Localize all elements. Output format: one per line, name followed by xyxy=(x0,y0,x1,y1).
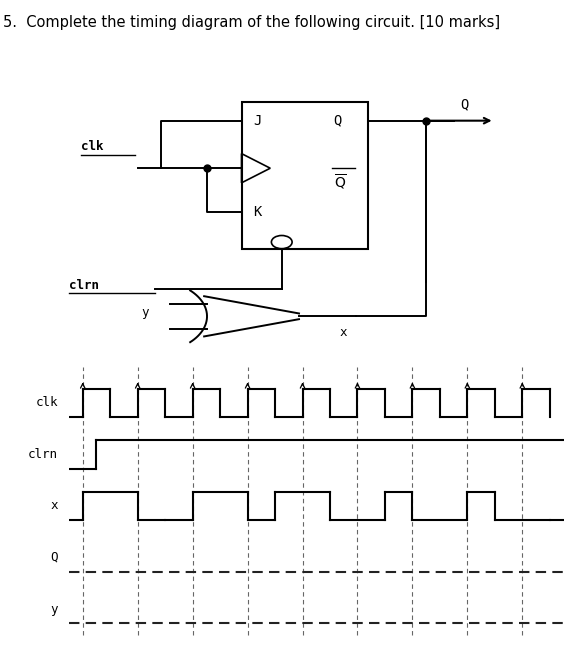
Text: clrn: clrn xyxy=(69,279,99,292)
Text: J: J xyxy=(253,114,262,128)
Text: Q: Q xyxy=(460,97,469,111)
Bar xyxy=(242,103,368,249)
Text: 5.  Complete the timing diagram of the following circuit. [10 marks]: 5. Complete the timing diagram of the fo… xyxy=(3,14,500,29)
Text: clrn: clrn xyxy=(28,448,58,461)
Text: Q: Q xyxy=(334,114,342,128)
Text: clk: clk xyxy=(36,396,58,409)
Text: y: y xyxy=(51,603,58,616)
Text: $\mathregular{\overline{Q}}$: $\mathregular{\overline{Q}}$ xyxy=(334,173,346,193)
Text: clk: clk xyxy=(81,140,103,153)
Text: x: x xyxy=(51,500,58,513)
Text: K: K xyxy=(253,205,262,219)
Text: Q: Q xyxy=(51,551,58,564)
Text: x: x xyxy=(339,326,347,340)
Text: y: y xyxy=(141,306,148,319)
